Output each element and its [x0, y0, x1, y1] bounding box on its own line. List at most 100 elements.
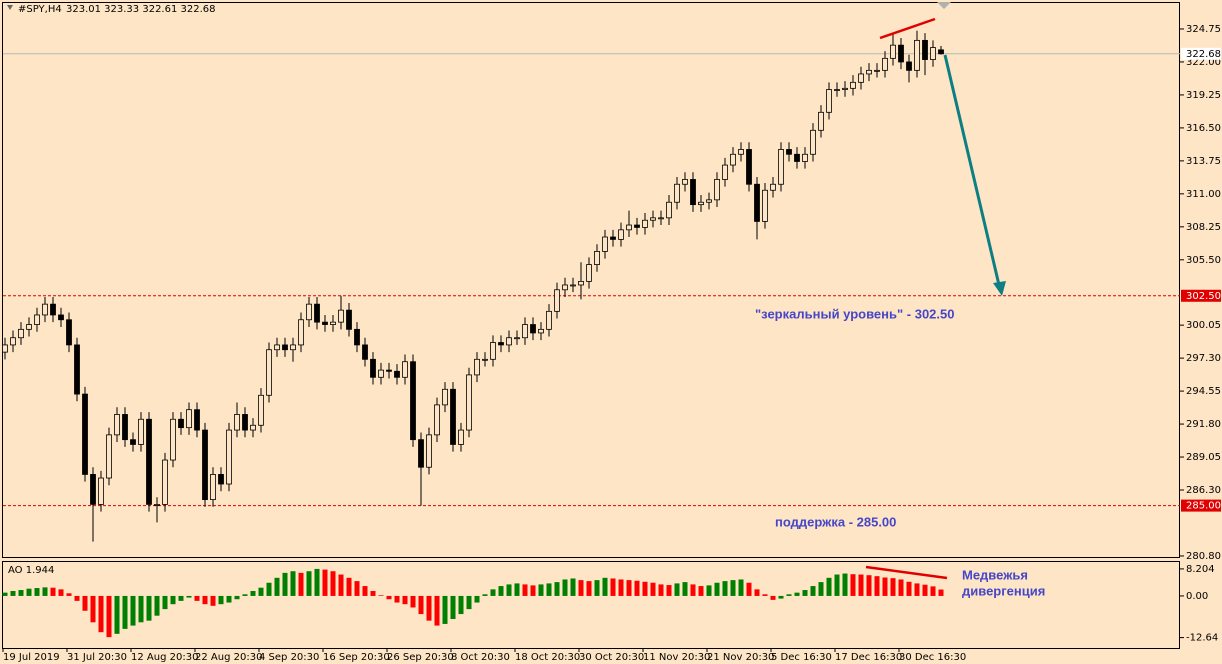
x-tick-label: 12 Aug 20:30 [131, 652, 198, 663]
candle-body [602, 236, 608, 252]
forecast-arrow [943, 54, 1001, 286]
candle-body [266, 349, 272, 396]
ao-bar [10, 590, 16, 596]
x-tick-label: 21 Nov 20:30 [707, 652, 774, 663]
candle-body [714, 179, 720, 201]
candle-body [274, 344, 280, 351]
candle-body [394, 370, 400, 378]
ao-bar [266, 582, 272, 596]
y-tick-label: 0.00 [1186, 591, 1208, 602]
ao-bar [386, 595, 392, 600]
ao-bar [594, 580, 600, 596]
ao-bar [370, 590, 376, 596]
candle-body [34, 314, 40, 325]
candle-body [762, 189, 768, 222]
candle-body [770, 183, 776, 191]
candle-body [458, 429, 464, 445]
y-tick-label: 311.00 [1186, 189, 1221, 200]
ao-bar [402, 595, 408, 605]
candle-body [730, 153, 736, 166]
x-tick-label: 31 Jul 20:30 [67, 652, 127, 663]
ao-bar [106, 595, 112, 638]
ao-bar [426, 595, 432, 621]
ao-bar [258, 587, 264, 596]
ao-bar [354, 581, 360, 596]
ao-bar [690, 584, 696, 596]
ao-bar [330, 571, 336, 596]
candle-body [746, 149, 752, 185]
candle-body [754, 183, 760, 222]
candle-body [658, 217, 664, 220]
candle-body [666, 201, 672, 219]
divergence-line [865, 565, 948, 580]
ao-bar [866, 575, 872, 596]
ao-bar [90, 595, 96, 623]
candle-body [90, 474, 96, 505]
candle-body [210, 474, 216, 501]
ao-bar [514, 583, 520, 596]
ao-bar [178, 595, 184, 601]
ao-bar [282, 572, 288, 596]
candle-body [858, 73, 864, 83]
ao-bar [314, 568, 320, 596]
ao-bar [466, 595, 472, 610]
ao-bar [738, 579, 744, 596]
current-price-label: 322.68 [1186, 49, 1221, 60]
ao-bar [674, 583, 680, 596]
ao-bar [298, 572, 304, 596]
ohlc-header: 323.01 323.33 322.61 322.68 [66, 4, 216, 15]
forecast-arrowhead [993, 281, 1006, 296]
y-tick-label: 286.30 [1186, 485, 1221, 496]
candle-body [522, 324, 528, 339]
candle-body [698, 201, 704, 206]
candle-body [610, 236, 616, 240]
ao-bar [938, 589, 944, 596]
ao-bar [882, 577, 888, 596]
x-tick-label: 17 Dec 16:30 [835, 652, 902, 663]
ao-bar [210, 595, 216, 606]
candle-body [930, 47, 936, 60]
x-tick-label: 19 Jul 2019 [3, 652, 60, 663]
ao-bar [250, 590, 256, 596]
candle-body [290, 344, 296, 351]
candle-body [74, 344, 80, 395]
candle-body [2, 344, 8, 353]
candle-body [418, 439, 424, 468]
ao-bar [698, 586, 704, 596]
candle-body [642, 219, 648, 228]
ao-bar [170, 595, 176, 605]
ao-bar [754, 589, 760, 596]
candle-body [82, 393, 88, 475]
candle-body [346, 309, 352, 330]
ao-bar [826, 577, 832, 596]
ao-bar [474, 595, 480, 603]
candle-body [170, 418, 176, 461]
candle-body [226, 429, 232, 485]
candle-body [722, 164, 728, 180]
ao-bar [530, 585, 536, 596]
candle-body [234, 414, 240, 431]
ao-bar [138, 595, 144, 623]
candle-body [898, 44, 904, 63]
ao-bar [482, 594, 488, 596]
candle-body [66, 319, 72, 346]
symbol-title: #SPY,H4 [18, 4, 62, 15]
ao-bar [634, 580, 640, 596]
ao-bar [290, 571, 296, 596]
ao-bar [842, 573, 848, 596]
ao-bar [922, 584, 928, 596]
candle-body [922, 39, 928, 60]
candle-body [258, 394, 264, 426]
candle-body [842, 87, 848, 90]
y-tick-label: 322.00 [1186, 57, 1221, 68]
candle-body [706, 199, 712, 203]
candle-body [98, 477, 104, 505]
candle-body [202, 429, 208, 501]
y-tick-label: 308.25 [1186, 222, 1221, 233]
candle-body [154, 504, 160, 506]
ao-bar [850, 574, 856, 596]
ao-bar [618, 579, 624, 596]
candle-body [634, 224, 640, 228]
candle-body [546, 310, 552, 330]
